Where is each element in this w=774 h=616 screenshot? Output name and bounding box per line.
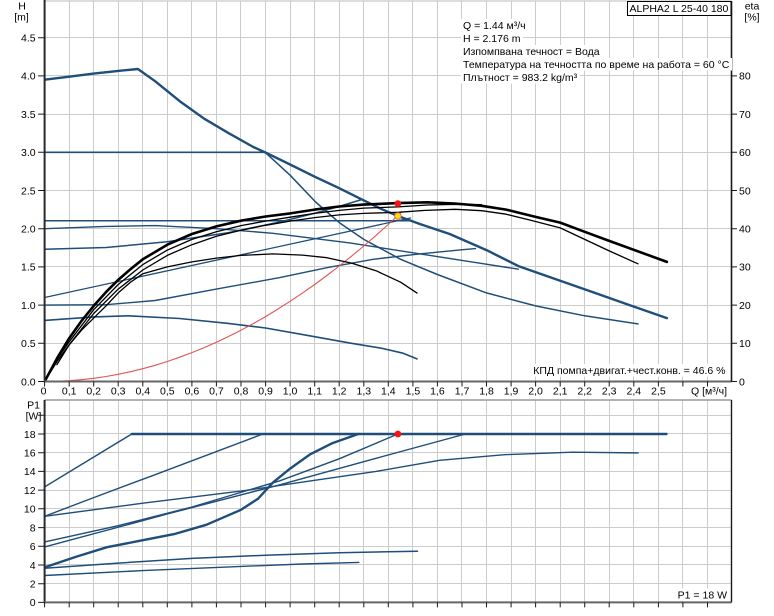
svg-text:2,1: 2,1 [553,386,568,398]
svg-text:30: 30 [739,262,751,274]
svg-text:0.0: 0.0 [21,376,36,388]
svg-text:0,6: 0,6 [185,386,200,398]
svg-text:2,2: 2,2 [577,386,592,398]
svg-text:3.0: 3.0 [21,147,36,159]
svg-text:P1 = 18 W: P1 = 18 W [678,590,727,602]
svg-text:0,1: 0,1 [62,386,77,398]
svg-text:20: 20 [739,300,751,312]
svg-text:1,7: 1,7 [455,386,470,398]
svg-text:10: 10 [24,504,36,516]
svg-text:18: 18 [24,429,36,441]
svg-text:0,5: 0,5 [160,386,175,398]
svg-text:Изпомпвана течност = Вода: Изпомпвана течност = Вода [463,46,600,58]
svg-text:1.5: 1.5 [21,262,36,274]
svg-text:1,4: 1,4 [381,386,396,398]
svg-text:Q [м³/ч]: Q [м³/ч] [691,386,727,398]
svg-text:10: 10 [739,338,751,350]
svg-text:0,3: 0,3 [111,386,126,398]
svg-text:3.5: 3.5 [21,109,36,121]
svg-text:1,6: 1,6 [430,386,445,398]
svg-text:2,5: 2,5 [651,386,666,398]
svg-text:2,0: 2,0 [528,386,543,398]
svg-text:0,7: 0,7 [209,386,224,398]
svg-text:2.5: 2.5 [21,185,36,197]
svg-text:60: 60 [739,147,751,159]
svg-text:H: H [18,1,26,13]
svg-text:0: 0 [30,597,36,609]
svg-text:2.0: 2.0 [21,224,36,236]
svg-text:1,3: 1,3 [356,386,371,398]
svg-text:0,9: 0,9 [258,386,273,398]
svg-text:1,5: 1,5 [406,386,421,398]
svg-text:16: 16 [24,448,36,460]
svg-text:0: 0 [41,386,47,398]
svg-text:6: 6 [30,541,36,553]
svg-text:P1: P1 [27,400,40,412]
svg-text:1,9: 1,9 [504,386,519,398]
svg-text:40: 40 [739,224,751,236]
svg-text:[W]: [W] [26,411,42,423]
svg-text:0,2: 0,2 [86,386,101,398]
svg-text:eta: eta [745,1,760,13]
svg-text:[m]: [m] [14,12,29,24]
svg-text:1,0: 1,0 [283,386,298,398]
svg-text:4.0: 4.0 [21,71,36,83]
svg-text:4: 4 [30,560,36,572]
svg-text:1,1: 1,1 [307,386,322,398]
svg-text:0: 0 [739,376,745,388]
svg-text:2,3: 2,3 [602,386,617,398]
svg-text:2,4: 2,4 [626,386,641,398]
svg-text:ALPHA2 L 25-40 180: ALPHA2 L 25-40 180 [630,3,729,15]
svg-text:1.0: 1.0 [21,300,36,312]
svg-text:8: 8 [30,522,36,534]
svg-text:4.5: 4.5 [21,33,36,45]
svg-text:Плътност = 983.2 kg/m³: Плътност = 983.2 kg/m³ [463,72,578,84]
svg-text:1,2: 1,2 [332,386,347,398]
svg-text:1,8: 1,8 [479,386,494,398]
svg-text:80: 80 [739,71,751,83]
svg-text:0,4: 0,4 [135,386,150,398]
svg-text:H = 2.176 m: H = 2.176 m [463,33,521,45]
svg-text:50: 50 [739,185,751,197]
svg-text:[%]: [%] [744,12,759,24]
svg-text:0,8: 0,8 [234,386,249,398]
svg-text:70: 70 [739,109,751,121]
svg-text:КПД помпа+двигат.+чест.конв. =: КПД помпа+двигат.+чест.конв. = 46.6 % [533,365,725,377]
svg-text:0.5: 0.5 [21,338,36,350]
svg-text:2: 2 [30,579,36,591]
svg-text:Температура на течността по вр: Температура на течността по време на раб… [463,59,730,71]
svg-text:12: 12 [24,485,36,497]
svg-text:14: 14 [24,466,36,478]
svg-text:Q = 1.44 м³/ч: Q = 1.44 м³/ч [463,20,526,32]
